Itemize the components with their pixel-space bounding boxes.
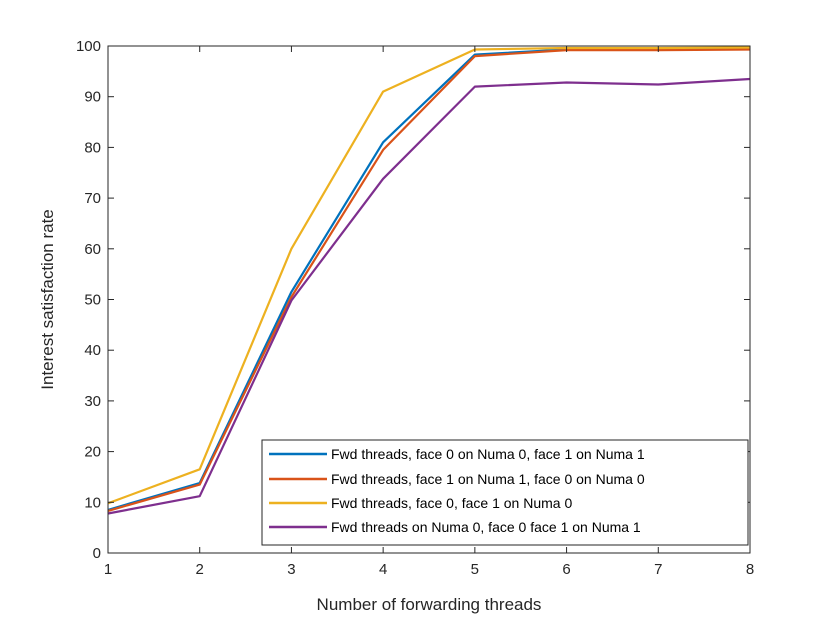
y-tick-label: 80	[84, 139, 101, 156]
y-axis-label: Interest satisfaction rate	[38, 209, 57, 389]
legend-label-series-1: Fwd threads, face 0 on Numa 0, face 1 on…	[331, 446, 645, 462]
legend: Fwd threads, face 0 on Numa 0, face 1 on…	[261, 439, 749, 546]
legend-box	[261, 439, 749, 546]
x-tick-label: 1	[104, 561, 112, 578]
series-layer	[107, 46, 751, 515]
x-tick-label: 6	[562, 561, 570, 578]
x-axis-label: Number of forwarding threads	[317, 595, 542, 614]
legend-label-series-4: Fwd threads on Numa 0, face 0 face 1 on …	[331, 519, 641, 535]
y-tick-label: 70	[84, 190, 101, 207]
x-tick-label: 2	[196, 561, 204, 578]
x-tick-label: 4	[379, 561, 387, 578]
x-tick-label: 7	[654, 561, 662, 578]
y-tick-label: 10	[84, 494, 101, 511]
y-tick-label: 0	[93, 545, 101, 562]
x-tick-label: 8	[746, 561, 754, 578]
y-tick-label: 20	[84, 444, 101, 461]
y-tick-label: 60	[84, 241, 101, 258]
x-tick-label: 5	[471, 561, 479, 578]
series-line-2	[107, 48, 751, 512]
legend-label-series-2: Fwd threads, face 1 on Numa 1, face 0 on…	[331, 471, 645, 487]
series-line-4	[107, 77, 751, 515]
y-tick-label: 40	[84, 342, 101, 359]
x-tick-label: 3	[287, 561, 295, 578]
y-tick-label: 50	[84, 292, 101, 309]
series-line-3	[107, 46, 751, 505]
y-tick-label: 90	[84, 89, 101, 106]
y-tick-label: 100	[76, 38, 101, 55]
legend-label-series-3: Fwd threads, face 0, face 1 on Numa 0	[331, 495, 572, 511]
y-tick-label: 30	[84, 393, 101, 410]
